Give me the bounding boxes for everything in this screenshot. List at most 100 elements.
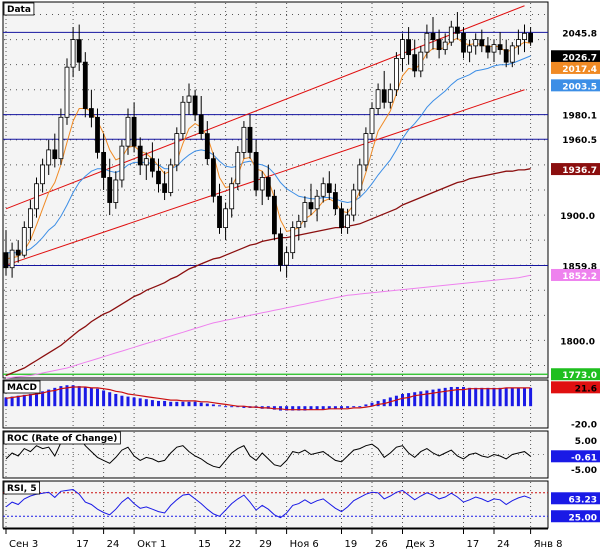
macd-bar: [504, 387, 508, 407]
macd-signal-line: [5, 386, 531, 411]
price-tag-box: [551, 450, 600, 463]
macd-bar: [474, 387, 478, 407]
candle-body: [156, 170, 161, 185]
x-tick-label: 29: [259, 539, 272, 550]
candle-body: [302, 202, 308, 222]
candle-body: [412, 54, 418, 72]
macd-bar: [224, 406, 228, 408]
rsi-panel-frame: [2, 480, 549, 529]
candle-body: [82, 61, 88, 109]
macd-bar: [150, 400, 154, 407]
candle-body: [473, 39, 479, 47]
macd-histogram: [4, 385, 533, 411]
price-tag-label: 1960.5: [562, 136, 597, 146]
macd-bar: [108, 392, 112, 407]
macd-bar: [28, 393, 32, 407]
roc-price-tag: 5.00: [575, 437, 597, 447]
candle-body: [497, 44, 503, 51]
candle-body: [76, 39, 82, 63]
macd-bar: [35, 393, 38, 407]
x-axis-labels: Сен 3 17 24 Окт 1 15 22 29 Ноя 6 19 26 Дек 3 17 24 Ян…: [5, 529, 563, 550]
main-price-tag: 1936.7: [551, 163, 600, 176]
candle-body: [186, 95, 192, 103]
macd-bar: [193, 401, 197, 407]
price-tag-box: [551, 61, 600, 74]
macd-bar: [41, 391, 45, 407]
candle-body: [528, 32, 533, 43]
x-tick-label: 24: [497, 539, 510, 550]
roc-title-box: [3, 431, 121, 445]
price-tag-box: [551, 50, 600, 63]
candle-body: [52, 149, 58, 160]
channel-lower-line: [5, 89, 525, 266]
candle-body: [271, 195, 277, 235]
candle-body: [491, 44, 497, 53]
candle-body: [27, 208, 33, 229]
macd-bar: [340, 406, 343, 409]
roc-price-tag: -5.00: [571, 466, 597, 476]
candle-body: [461, 32, 466, 53]
x-tick-label: 19: [345, 539, 358, 550]
price-tag-box: [551, 368, 600, 381]
macd-price-tag: 21.6: [551, 381, 600, 394]
candle-body: [265, 177, 271, 197]
candle-body: [21, 227, 27, 256]
macd-title: MACD: [7, 383, 37, 393]
macd-bar: [53, 387, 57, 407]
macd-bar: [346, 406, 350, 408]
candle-body: [143, 158, 149, 166]
candle-body: [442, 41, 448, 51]
price-tag-label: 2003.5: [562, 82, 597, 92]
macd-bar: [352, 406, 356, 408]
macd-bar: [455, 386, 459, 407]
macd-bar: [486, 387, 490, 407]
candle-body: [339, 208, 344, 229]
candle-body: [259, 177, 265, 191]
candle-body: [180, 101, 186, 135]
candle-body: [241, 126, 247, 153]
candle-body: [149, 158, 155, 172]
macd-bar: [333, 406, 337, 409]
main-price-tag: 2026.7: [551, 50, 600, 63]
candle-body: [406, 39, 412, 56]
macd-bar: [187, 401, 191, 407]
x-tick-label: Сен 3: [9, 539, 38, 550]
macd-bar: [462, 386, 465, 407]
macd-bar: [364, 404, 368, 407]
macd-bar: [22, 394, 26, 407]
price-tag-label: -20.0: [571, 421, 597, 431]
candle-body: [217, 195, 222, 228]
macd-bar: [16, 395, 20, 407]
macd-bar: [309, 406, 313, 410]
candle-body: [436, 39, 442, 51]
candle-body: [3, 252, 9, 269]
candle-body: [125, 116, 131, 147]
candle-body: [137, 145, 143, 166]
main-price-tag: 1980.1: [562, 112, 597, 122]
candle-body: [326, 183, 332, 193]
macd-bar: [516, 387, 520, 407]
price-tag-label: 1773.0: [562, 371, 597, 381]
candle-body: [131, 116, 137, 147]
macd-bar: [327, 406, 331, 409]
price-tag-label: 2026.7: [562, 53, 597, 63]
candle-body: [351, 189, 357, 216]
macd-bar: [376, 400, 380, 407]
candle-body: [95, 116, 100, 153]
macd-bar: [297, 406, 301, 411]
macd-bar: [407, 393, 411, 407]
price-tag-label: 1936.7: [562, 166, 597, 176]
macd-bar: [498, 387, 502, 407]
candle-body: [235, 151, 241, 185]
x-tick-label: 17: [76, 539, 89, 550]
main-price-tag: 1773.0: [551, 368, 600, 381]
candle-body: [168, 164, 174, 193]
candle-body: [479, 39, 485, 47]
macd-bar: [480, 387, 484, 407]
price-tag-label: 2017.4: [562, 65, 597, 75]
macd-bar: [59, 386, 63, 407]
candle-body: [418, 51, 424, 72]
x-tick-label: 15: [198, 539, 211, 550]
